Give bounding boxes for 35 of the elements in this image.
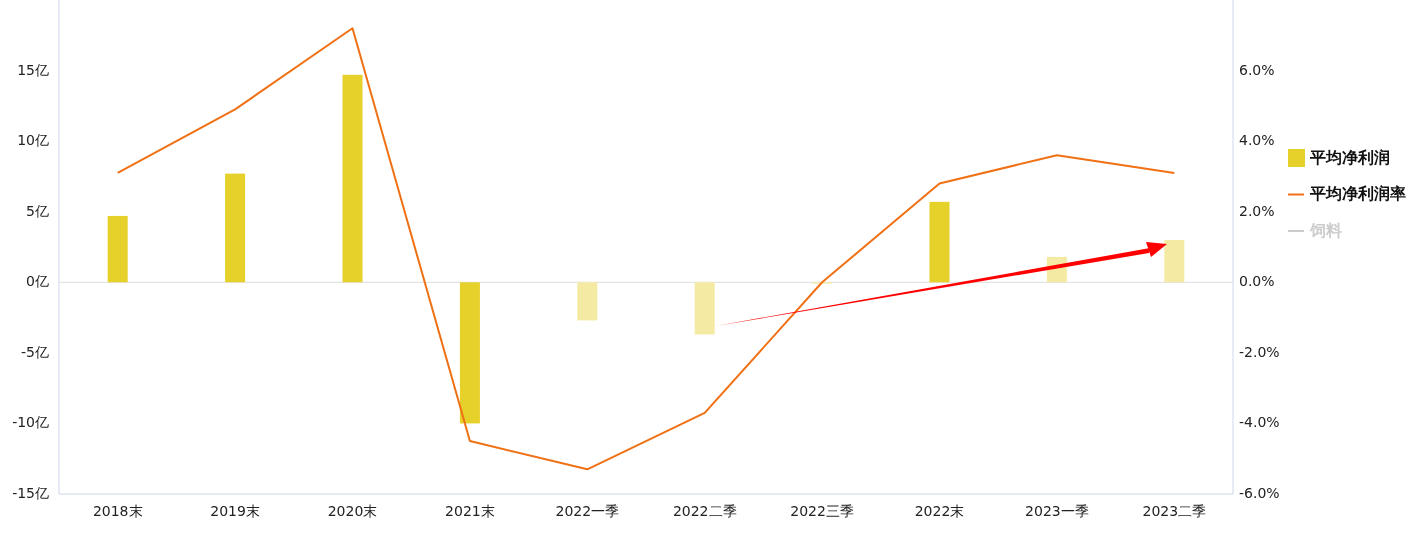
y-tick-label: -15亿 [12, 485, 49, 501]
x-tick-label: 2019末 [210, 503, 260, 519]
bar [459, 282, 480, 424]
y-tick-label: 0亿 [26, 273, 49, 290]
bar [225, 173, 246, 283]
y2-tick-label: -6.0% [1239, 485, 1280, 501]
bar [577, 282, 598, 321]
x-tick-label: 2022末 [914, 503, 965, 519]
y-tick-label: 5亿 [26, 202, 49, 219]
y-tick-label: 15亿 [17, 61, 49, 78]
bar [694, 282, 715, 335]
x-tick-label: 2022三季 [790, 503, 854, 519]
y2-tick-label: 0.0% [1239, 273, 1275, 290]
y2-tick-label: -2.0% [1239, 343, 1280, 360]
bar [929, 201, 950, 283]
y-tick-label: -10亿 [12, 414, 49, 431]
x-tick-label: 2023一季 [1025, 503, 1089, 519]
y2-tick-label: -4.0% [1239, 414, 1280, 431]
legend-label: 平均净利润率 [1309, 184, 1406, 203]
legend-label: 平均净利润 [1309, 147, 1390, 167]
y2-tick-label: 4.0% [1239, 132, 1275, 149]
y-tick-label: -5亿 [21, 343, 49, 360]
line-series [116, 27, 1176, 471]
y-tick-label: 10亿 [17, 132, 49, 149]
y2-tick-label: 6.0% [1239, 61, 1275, 78]
x-tick-label: 2018末 [92, 503, 143, 519]
x-tick-label: 2020末 [327, 503, 378, 519]
y2-tick-label: 2.0% [1239, 202, 1275, 219]
x-tick-label: 2022一季 [555, 503, 620, 519]
x-tick-label: 2023二季 [1142, 503, 1207, 519]
bar [1164, 239, 1185, 283]
x-tick-label: 2021末 [445, 503, 495, 519]
bar [107, 215, 128, 283]
x-tick-label: 2022二季 [672, 503, 737, 519]
bar [342, 74, 363, 283]
